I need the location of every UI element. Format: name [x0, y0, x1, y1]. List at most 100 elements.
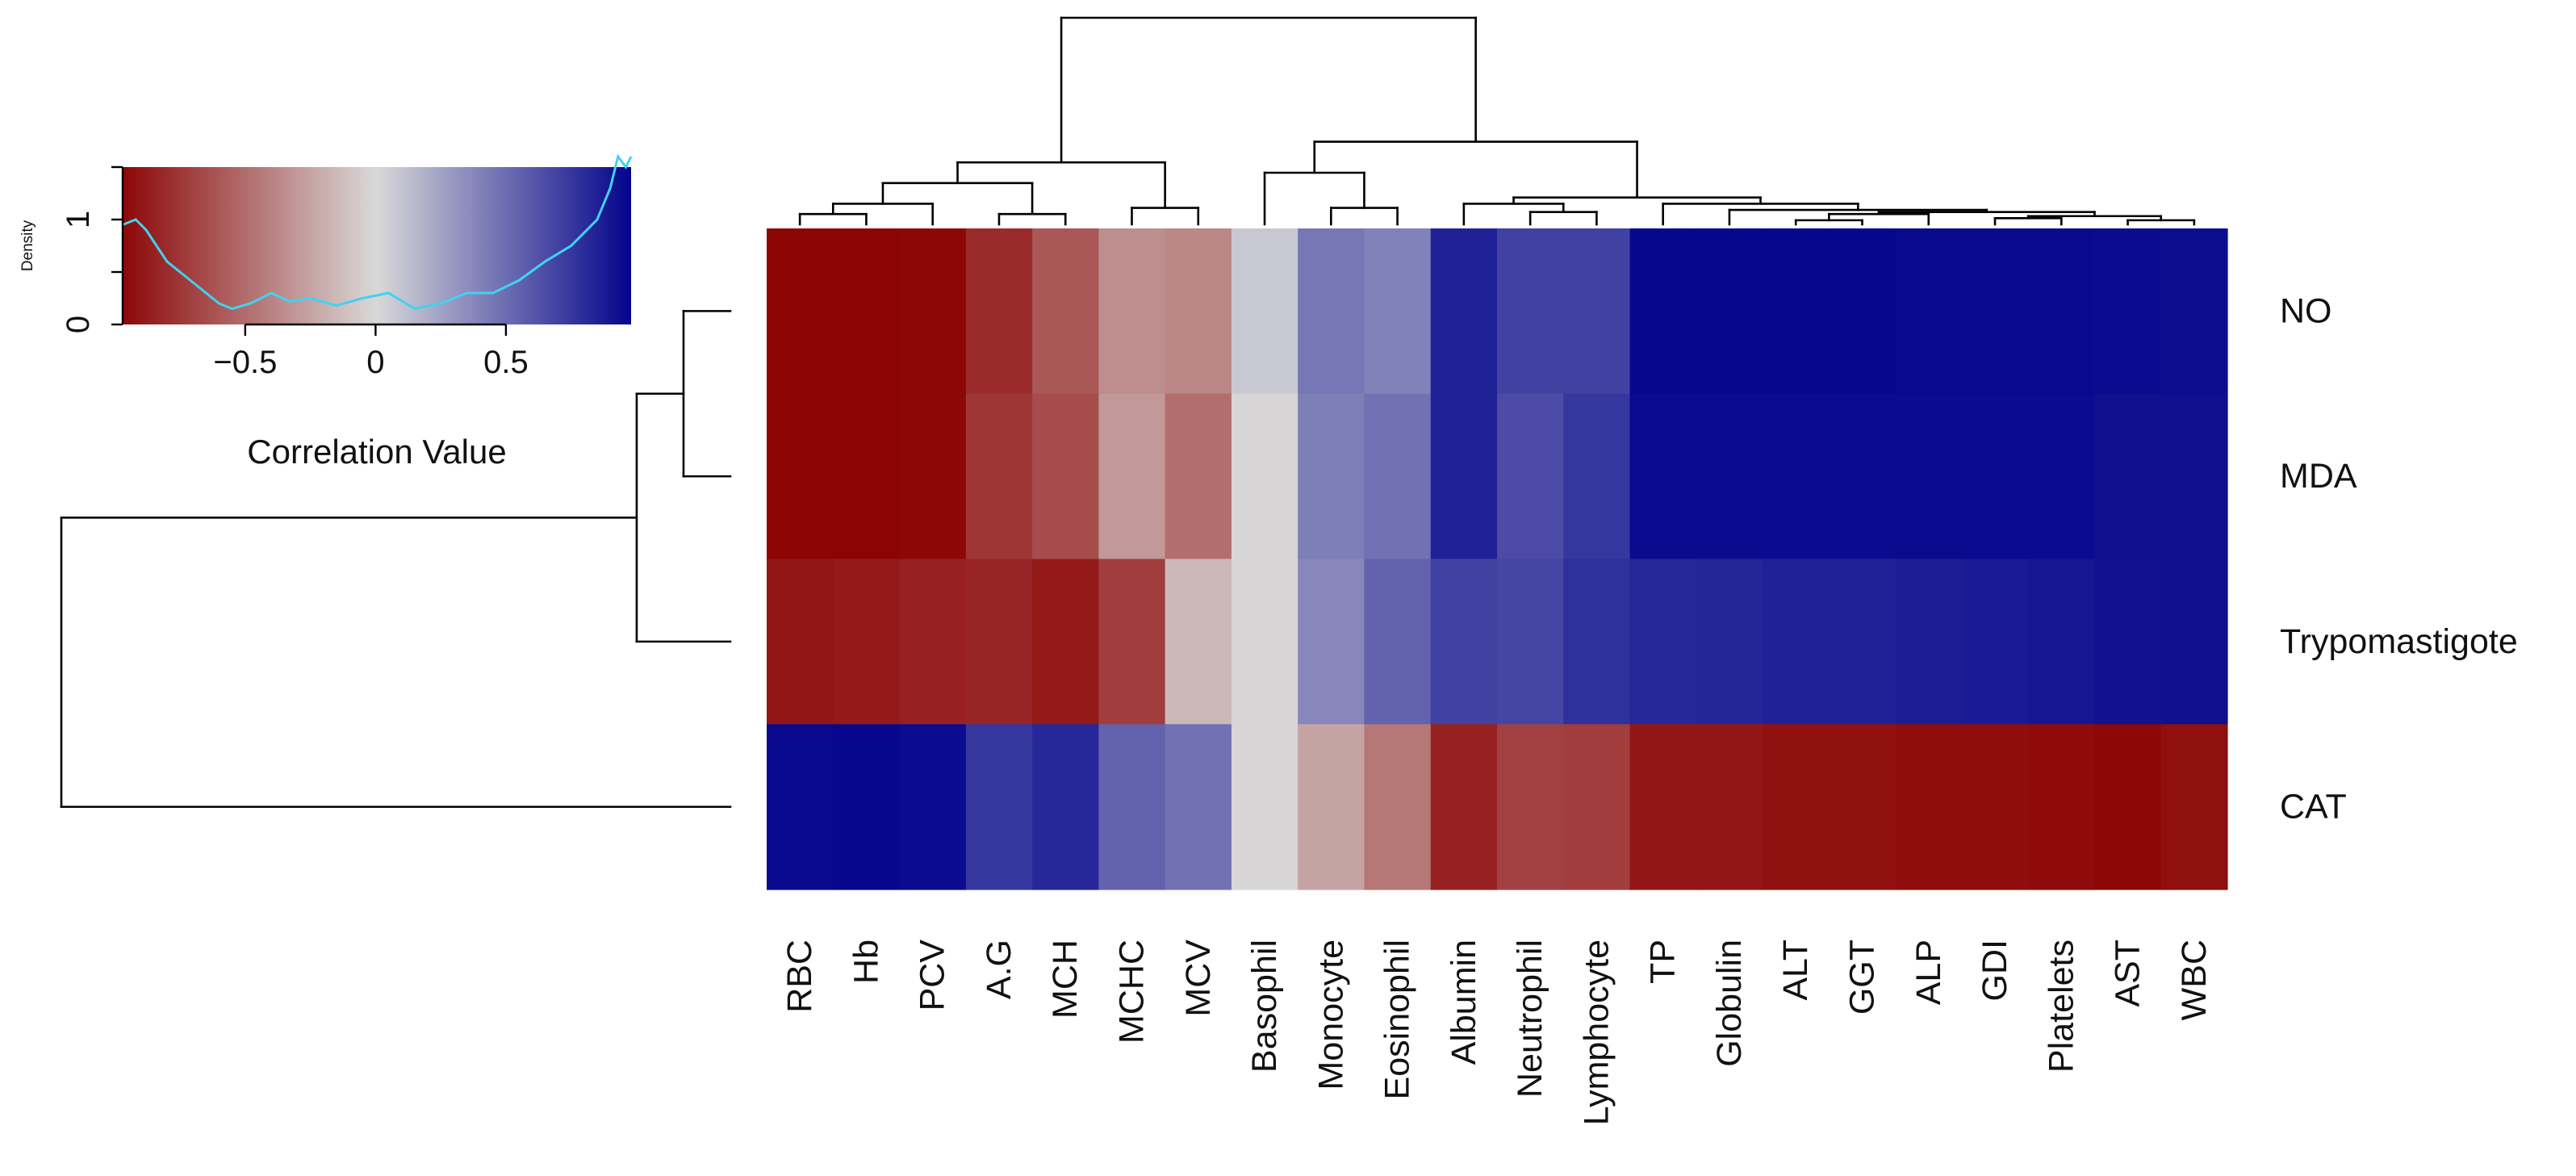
cell-cat-neutrophil: [1497, 724, 1564, 890]
cell-no-eosinophil: [1364, 228, 1432, 395]
cell-mda-mcv: [1165, 393, 1232, 560]
column-label-tp: TP: [1644, 940, 1683, 984]
cell-cat-mcv: [1165, 724, 1232, 890]
cell-trypomastigote-pcv: [899, 559, 967, 725]
cell-cat-globulin: [1696, 724, 1763, 890]
color-key-title: Correlation Value: [247, 433, 506, 471]
column-label-ggt: GGT: [1843, 940, 1882, 1015]
cell-mda-globulin: [1696, 393, 1763, 560]
cell-mda-lymphocyte: [1563, 393, 1631, 560]
cell-cat-hb: [833, 724, 901, 890]
cell-mda-mchc: [1098, 393, 1166, 560]
cell-mda-eosinophil: [1364, 393, 1432, 560]
cell-trypomastigote-monocyte: [1298, 559, 1365, 725]
cell-mda-wbc: [2160, 393, 2228, 560]
row-label-mda: MDA: [2280, 457, 2357, 496]
cell-cat-lymphocyte: [1563, 724, 1631, 890]
cell-mda-monocyte: [1298, 393, 1365, 560]
cell-mda-pcv: [899, 393, 967, 560]
cell-trypomastigote-albumin: [1430, 559, 1498, 725]
cell-mda-albumin: [1430, 393, 1498, 560]
cell-trypomastigote-alp: [1895, 559, 1963, 725]
cell-no-wbc: [2160, 228, 2228, 395]
column-label-gdi: GDI: [1976, 940, 2014, 1001]
cell-cat-alt: [1763, 724, 1830, 890]
cell-cat-alp: [1895, 724, 1963, 890]
cell-cat-ast: [2094, 724, 2162, 890]
row-dendrogram: [60, 310, 732, 808]
cell-no-alt: [1763, 228, 1830, 395]
cell-no-alp: [1895, 228, 1963, 395]
cell-mda-platelets: [2028, 393, 2096, 560]
column-label-platelets: Platelets: [2042, 940, 2080, 1073]
cell-no-neutrophil: [1497, 228, 1564, 395]
cell-mda-a-g: [965, 393, 1033, 560]
color-key-x-tick-label: 0.5: [483, 345, 529, 380]
column-label-rbc: RBC: [780, 940, 819, 1013]
cell-mda-alp: [1895, 393, 1963, 560]
cell-cat-mchc: [1098, 724, 1166, 890]
column-label-pcv: PCV: [914, 940, 952, 1011]
cell-trypomastigote-rbc: [767, 559, 834, 725]
cell-mda-rbc: [767, 393, 834, 560]
cell-trypomastigote-ast: [2094, 559, 2162, 725]
cell-no-tp: [1629, 228, 1697, 395]
column-label-monocyte: Monocyte: [1311, 940, 1350, 1090]
column-labels: RBC Hb PCV A.G MCH MCHC MCV Basophil Monocyte Eos…: [780, 940, 2214, 1126]
cell-no-mcv: [1165, 228, 1232, 395]
row-label-no: NO: [2280, 291, 2332, 330]
cell-trypomastigote-alt: [1763, 559, 1830, 725]
column-label-albumin: Albumin: [1445, 940, 1483, 1065]
cell-trypomastigote-basophil: [1231, 559, 1298, 725]
column-label-ast: AST: [2109, 940, 2147, 1007]
column-label-mchc: MCHC: [1113, 940, 1152, 1044]
color-key-y-tick-label: 1: [61, 211, 96, 228]
cell-cat-tp: [1629, 724, 1697, 890]
cell-trypomastigote-hb: [833, 559, 901, 725]
cell-cat-basophil: [1231, 724, 1298, 890]
column-label-alp: ALP: [1909, 940, 1948, 1005]
column-label-globulin: Globulin: [1710, 940, 1749, 1067]
color-key-gradient-bar: [123, 167, 631, 324]
cell-trypomastigote-neutrophil: [1497, 559, 1564, 725]
cell-mda-gdi: [1961, 393, 2029, 560]
cell-trypomastigote-mchc: [1098, 559, 1166, 725]
cell-cat-gdi: [1961, 724, 2029, 890]
cell-cat-rbc: [767, 724, 834, 890]
cell-trypomastigote-platelets: [2028, 559, 2096, 725]
heatmap-cells: [767, 228, 2228, 890]
cell-mda-neutrophil: [1497, 393, 1564, 560]
cell-trypomastigote-globulin: [1696, 559, 1763, 725]
cell-no-ggt: [1829, 228, 1896, 395]
cell-no-globulin: [1696, 228, 1763, 395]
column-label-a-g: A.G: [980, 940, 1018, 999]
color-key-density-label: Density: [19, 220, 36, 271]
row-label-trypomastigote: Trypomastigote: [2280, 622, 2518, 661]
column-label-mch: MCH: [1046, 940, 1085, 1019]
row-label-cat: CAT: [2280, 788, 2347, 827]
cell-mda-basophil: [1231, 393, 1298, 560]
cell-no-mch: [1032, 228, 1099, 395]
color-key-x-tick-label: 0: [366, 345, 384, 380]
color-key-density-curve: [122, 153, 633, 311]
column-label-eosinophil: Eosinophil: [1378, 940, 1417, 1099]
cell-cat-wbc: [2160, 724, 2228, 890]
column-label-lymphocyte: Lymphocyte: [1577, 940, 1616, 1125]
cell-mda-mch: [1032, 393, 1099, 560]
cell-cat-mch: [1032, 724, 1099, 890]
column-label-hb: Hb: [847, 940, 885, 984]
cell-cat-ggt: [1829, 724, 1896, 890]
cell-trypomastigote-gdi: [1961, 559, 2029, 725]
column-label-alt: ALT: [1776, 940, 1815, 1001]
cell-cat-albumin: [1430, 724, 1498, 890]
cell-cat-monocyte: [1298, 724, 1365, 890]
column-label-neutrophil: Neutrophil: [1511, 940, 1549, 1098]
cell-trypomastigote-mcv: [1165, 559, 1232, 725]
cell-mda-ast: [2094, 393, 2162, 560]
cell-no-pcv: [899, 228, 967, 395]
cell-trypomastigote-wbc: [2160, 559, 2228, 725]
cell-trypomastigote-eosinophil: [1364, 559, 1432, 725]
cell-no-ast: [2094, 228, 2162, 395]
cell-trypomastigote-mch: [1032, 559, 1099, 725]
